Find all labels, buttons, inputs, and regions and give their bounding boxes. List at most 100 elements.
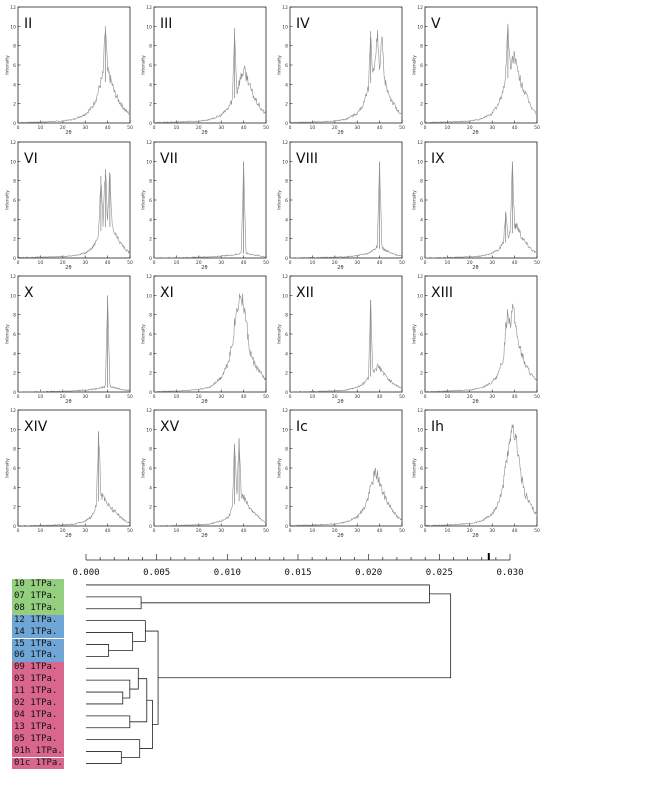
panel-title: IV xyxy=(296,16,310,32)
y-axis-label: Intensity xyxy=(141,190,147,210)
y-tick-label: 4 xyxy=(13,217,16,223)
x-tick-label: 40 xyxy=(512,528,518,534)
dendro-tick-label: 0.005 xyxy=(143,568,171,578)
x-axis-label: 2θ xyxy=(65,130,71,134)
dendro-leaf-label: 14 1TPa. xyxy=(12,626,64,639)
xrd-trace xyxy=(17,172,131,259)
y-tick-label: 0 xyxy=(149,390,152,396)
x-axis-label: 2θ xyxy=(337,265,343,269)
x-tick-label: 20 xyxy=(332,394,338,400)
dendro-leaf-label: 02 1TPa. xyxy=(12,698,64,710)
plot-frame xyxy=(424,6,538,124)
y-tick-label: 12 xyxy=(10,408,16,414)
panel-title: VI xyxy=(24,151,38,167)
dendro-branch xyxy=(86,632,134,651)
y-tick-label: 2 xyxy=(285,237,288,243)
x-axis-label: 2θ xyxy=(337,130,343,134)
dendro-leaf-label: 06 1TPa. xyxy=(12,650,64,663)
y-tick-label: 4 xyxy=(149,217,152,223)
xrd-trace xyxy=(17,433,131,527)
xrd-panel: 0 2 4 6 8 10 12 0 10 20 30 40 50 Intensity 2θ XIV xyxy=(4,405,134,537)
xrd-trace xyxy=(289,300,403,393)
dendro-tick-label: 0.010 xyxy=(213,568,241,578)
y-tick-label: 0 xyxy=(285,390,288,396)
y-axis-label: Intensity xyxy=(412,190,418,210)
y-tick-label: 4 xyxy=(149,82,152,88)
y-tick-label: 2 xyxy=(149,505,152,511)
x-tick-label: 0 xyxy=(424,394,427,400)
y-tick-label: 6 xyxy=(149,466,152,472)
xrd-panel: 0 2 4 6 8 10 12 0 10 20 30 40 50 Intensity 2θ II xyxy=(4,2,134,134)
dendro-branch xyxy=(86,584,430,604)
y-tick-label: 10 xyxy=(146,24,152,30)
y-tick-label: 2 xyxy=(285,102,288,108)
y-axis-label: Intensity xyxy=(5,324,11,344)
dendro-leaf-label: 15 1TPa. xyxy=(12,638,64,651)
y-tick-label: 8 xyxy=(285,447,288,453)
x-tick-label: 50 xyxy=(534,125,540,131)
y-axis-label: Intensity xyxy=(141,458,147,478)
dendro-leaf-label: 01c 1TPa. xyxy=(12,757,64,770)
dendro-tick-label: 0.025 xyxy=(425,568,453,578)
dendro-leaf-label: 03 1TPa. xyxy=(12,674,64,687)
xrd-panel: 0 2 4 6 8 10 12 0 10 20 30 40 50 Intensity 2θ XV xyxy=(140,405,270,537)
y-tick-label: 4 xyxy=(420,217,423,223)
x-axis-label: 2θ xyxy=(201,265,207,269)
dendro-tick-label: 0.000 xyxy=(72,568,100,578)
dendro-leaf-label: 12 1TPa. xyxy=(12,614,64,627)
x-tick-label: 50 xyxy=(263,260,269,266)
y-tick-label: 8 xyxy=(149,44,152,50)
dendro-leaf-label: 11 1TPa. xyxy=(12,686,64,698)
y-tick-label: 4 xyxy=(149,351,152,357)
panel-title: X xyxy=(24,285,34,301)
x-tick-label: 40 xyxy=(241,528,247,534)
xrd-panel: 0 2 4 6 8 10 12 0 10 20 30 40 50 Intensity 2θ IV xyxy=(276,2,406,134)
xrd-plot: 0 2 4 6 8 10 12 0 10 20 30 40 50 Intensity 2θ xyxy=(5,140,133,269)
x-tick-label: 0 xyxy=(153,528,156,534)
panel-title: XIII xyxy=(431,285,453,301)
xrd-plot: 0 2 4 6 8 10 12 0 10 20 30 40 50 Intensity 2θ xyxy=(412,274,540,403)
xrd-plot: 0 2 4 6 8 10 12 0 10 20 30 40 50 Intensity 2θ xyxy=(277,274,405,403)
x-tick-label: 50 xyxy=(399,394,405,400)
y-tick-label: 0 xyxy=(420,390,423,396)
y-tick-label: 12 xyxy=(146,408,152,414)
y-tick-label: 4 xyxy=(285,82,288,88)
x-tick-label: 30 xyxy=(354,125,360,131)
y-tick-label: 8 xyxy=(13,447,16,453)
x-tick-label: 10 xyxy=(174,125,180,131)
x-tick-label: 30 xyxy=(82,394,88,400)
x-tick-label: 20 xyxy=(467,528,473,534)
y-tick-label: 8 xyxy=(420,447,423,453)
x-tick-label: 30 xyxy=(218,394,224,400)
y-axis-label: Intensity xyxy=(277,324,283,344)
y-tick-label: 10 xyxy=(146,159,152,165)
dendro-branch xyxy=(86,644,110,657)
dendrogram: 0.000 0.005 0.010 0.015 0.020 0.025 0.030 10 1T… xyxy=(0,550,664,797)
dendro-tick-label: 0.015 xyxy=(284,568,312,578)
y-tick-label: 4 xyxy=(420,485,423,491)
y-tick-label: 4 xyxy=(13,351,16,357)
y-axis-label: Intensity xyxy=(5,458,11,478)
y-tick-label: 8 xyxy=(13,313,16,319)
y-tick-label: 0 xyxy=(149,121,152,127)
y-tick-label: 12 xyxy=(10,5,16,11)
y-tick-label: 12 xyxy=(10,274,16,280)
y-tick-label: 12 xyxy=(282,274,288,280)
dendro-leaf-label: 10 1TPa. xyxy=(12,579,64,591)
x-tick-label: 30 xyxy=(354,528,360,534)
dendro-branch xyxy=(86,751,122,764)
y-tick-label: 2 xyxy=(13,102,16,108)
x-tick-label: 0 xyxy=(289,394,292,400)
x-tick-label: 0 xyxy=(17,260,20,266)
xrd-trace xyxy=(424,164,538,259)
xrd-plot: 0 2 4 6 8 10 12 0 10 20 30 40 50 Intensity 2θ xyxy=(412,408,540,537)
y-tick-label: 6 xyxy=(13,198,16,204)
xrd-trace xyxy=(153,293,267,393)
y-tick-label: 0 xyxy=(13,390,16,396)
x-tick-label: 0 xyxy=(289,528,292,534)
y-tick-label: 12 xyxy=(417,408,423,414)
y-tick-label: 0 xyxy=(149,524,152,530)
x-tick-label: 50 xyxy=(263,528,269,534)
y-tick-label: 10 xyxy=(282,293,288,299)
y-tick-label: 12 xyxy=(146,140,152,146)
